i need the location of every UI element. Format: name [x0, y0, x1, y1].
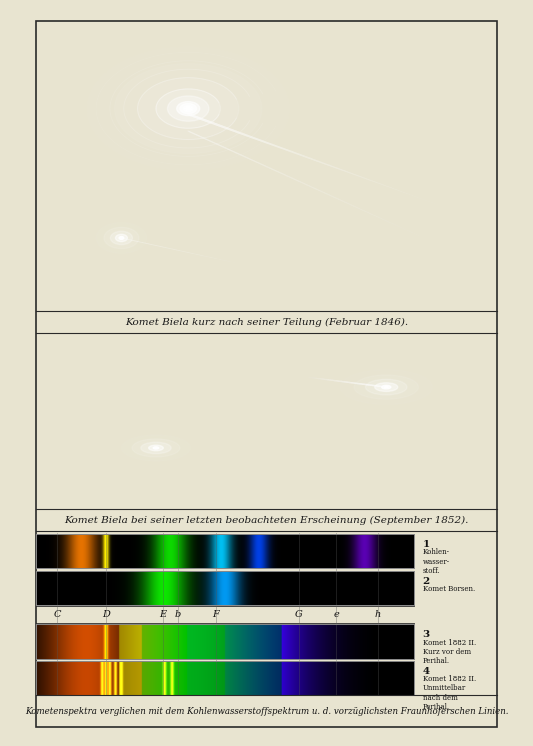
Text: Komet Biela kurz nach seiner Teilung (Februar 1846).: Komet Biela kurz nach seiner Teilung (Fe…	[125, 318, 408, 327]
Circle shape	[110, 231, 133, 245]
Circle shape	[180, 104, 197, 113]
Text: e: e	[334, 610, 340, 619]
Circle shape	[375, 383, 398, 392]
Circle shape	[116, 234, 127, 242]
Text: 3: 3	[423, 630, 430, 639]
Circle shape	[141, 442, 171, 454]
Circle shape	[382, 386, 391, 389]
Circle shape	[354, 375, 418, 399]
Circle shape	[115, 63, 262, 154]
Circle shape	[183, 106, 193, 111]
Bar	[36, 21, 497, 727]
Text: 2: 2	[423, 577, 430, 586]
Text: 4: 4	[423, 667, 430, 676]
Text: D: D	[102, 610, 110, 619]
Circle shape	[149, 445, 163, 451]
Circle shape	[156, 89, 221, 128]
Circle shape	[119, 236, 124, 239]
Text: Komet Biela bei seiner letzten beobachteten Erscheinung (September 1852).: Komet Biela bei seiner letzten beobachte…	[64, 515, 469, 524]
Text: Komet 1882 II.
Unmittelbar
nach dem
Perihal.: Komet 1882 II. Unmittelbar nach dem Peri…	[423, 675, 476, 711]
Circle shape	[184, 107, 192, 111]
Text: Komet 1882 II.
Kurz vor dem
Perihal.: Komet 1882 II. Kurz vor dem Perihal.	[423, 639, 476, 665]
Text: b: b	[175, 610, 181, 619]
Circle shape	[384, 386, 388, 388]
Circle shape	[167, 96, 209, 122]
Text: Kometenspektra verglichen mit dem Kohlenwasserstoffspektrum u. d. vorzüglichsten: Kometenspektra verglichen mit dem Kohlen…	[25, 706, 508, 716]
Circle shape	[187, 107, 190, 110]
Text: F: F	[212, 610, 219, 619]
Text: 1: 1	[423, 540, 430, 549]
Circle shape	[138, 78, 239, 140]
Circle shape	[132, 439, 180, 457]
Circle shape	[153, 447, 159, 449]
Text: h: h	[375, 610, 381, 619]
Text: E: E	[159, 610, 166, 619]
Circle shape	[366, 379, 407, 395]
Text: Kohlen-
wasser-
stoff.: Kohlen- wasser- stoff.	[423, 548, 450, 574]
Circle shape	[104, 228, 139, 248]
Text: C: C	[53, 610, 61, 619]
Circle shape	[177, 101, 200, 116]
Text: Komet Borsen.: Komet Borsen.	[423, 585, 475, 593]
Text: G: G	[295, 610, 303, 619]
